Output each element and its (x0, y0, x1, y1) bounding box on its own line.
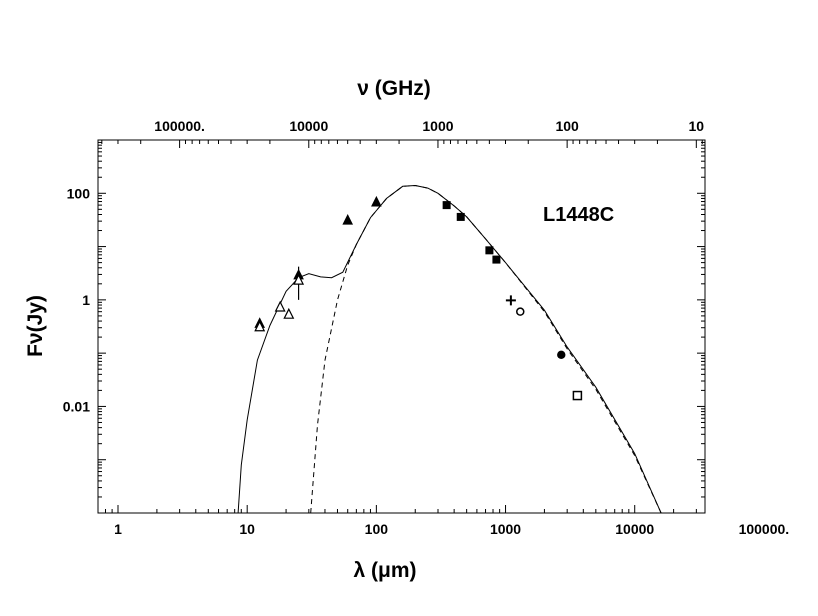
x2-tick-label: 100000. (154, 118, 205, 134)
y-axis-title: Fν(Jy) (24, 295, 47, 357)
filled-square-marker (485, 246, 494, 255)
x-tick-label: 100000. (739, 521, 790, 537)
y-tick-label: 100 (67, 185, 91, 201)
open-triangle-marker (254, 320, 266, 332)
filled-triangle-marker (371, 195, 382, 207)
x-tick-label: 10000 (615, 521, 654, 537)
filled-circle-marker (557, 350, 566, 360)
x2-tick-label: 10 (689, 118, 705, 134)
solid-model-curve (237, 184, 662, 514)
axis-tick-labels: 1 10 100 1000 10000 100000.100000. 10000 1000 10… (63, 118, 790, 537)
open-square-marker (572, 390, 583, 401)
x2-tick-label: 1000 (422, 118, 453, 134)
axis-ticks (97, 140, 705, 514)
source-label: L1448C (543, 204, 614, 226)
data-points (254, 195, 583, 401)
x-tick-label: 10 (239, 521, 255, 537)
plot-frame (97, 139, 706, 514)
open-triangle-marker (274, 300, 286, 312)
plus-marker (505, 295, 516, 306)
y-tick-label: 0.01 (63, 398, 90, 414)
x2-tick-label: 10000 (289, 118, 328, 134)
dashed-model-curve (310, 184, 662, 514)
x-tick-label: 100 (365, 521, 389, 537)
y-tick-label: 1 (82, 292, 90, 308)
x-tick-label: 1 (114, 521, 122, 537)
filled-square-marker (442, 201, 451, 210)
x-axis-title: λ (μm) (353, 559, 416, 582)
x-tick-label: 1000 (490, 521, 521, 537)
open-triangle-marker (293, 273, 305, 285)
open-circle-marker (516, 307, 525, 316)
x2-axis-title: ν (GHz) (357, 77, 431, 100)
filled-square-marker (456, 212, 465, 221)
x2-tick-label: 100 (555, 118, 579, 134)
filled-triangle-marker (342, 214, 354, 225)
open-triangle-marker (283, 307, 295, 319)
filled-square-marker (492, 255, 501, 264)
model-curves (237, 184, 662, 514)
